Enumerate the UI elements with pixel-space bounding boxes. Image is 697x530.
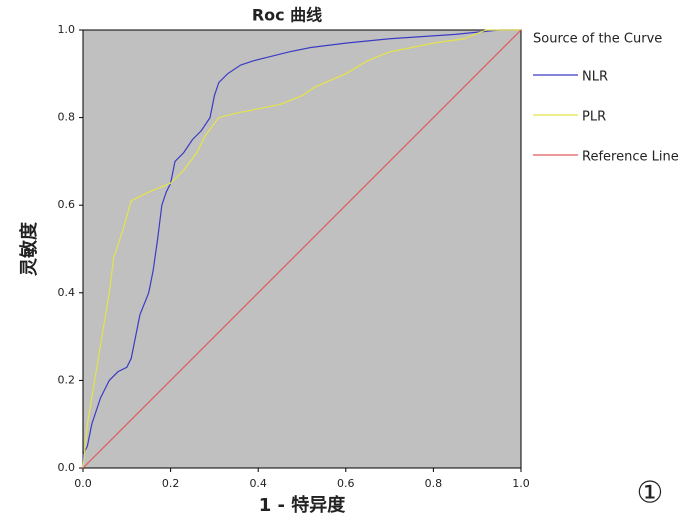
chart-title: Roc 曲线 <box>252 6 322 25</box>
y-tick-label: 0.6 <box>58 198 76 211</box>
y-tick-label: 0.0 <box>58 461 76 474</box>
legend-label: Reference Line <box>582 150 679 165</box>
series-line <box>82 29 521 469</box>
series-line <box>82 29 522 469</box>
y-tick-label: 0.8 <box>58 111 76 124</box>
y-tick-label: 1.0 <box>58 23 76 36</box>
x-tick-label: 0.0 <box>74 477 92 490</box>
y-tick-label: 0.4 <box>58 286 76 299</box>
x-tick-label: 0.6 <box>337 477 355 490</box>
x-tick-label: 0.4 <box>249 477 267 490</box>
legend-label: NLR <box>582 70 608 85</box>
x-tick-label: 0.8 <box>425 477 443 490</box>
x-tick-label: 1.0 <box>512 477 530 490</box>
x-axis-label: 1 - 特异度 <box>259 494 347 516</box>
x-tick-label: 0.2 <box>162 477 180 490</box>
legend-label: PLR <box>582 110 606 125</box>
y-tick-label: 0.2 <box>58 373 76 386</box>
legend-title: Source of the Curve <box>533 32 662 47</box>
y-axis-label: 灵敏度 <box>18 221 40 276</box>
annotation: ① <box>637 476 664 511</box>
